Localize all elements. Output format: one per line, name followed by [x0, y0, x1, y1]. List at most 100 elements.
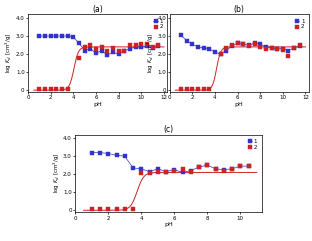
2	[264, 47, 268, 50]
1	[117, 53, 120, 56]
1	[98, 151, 102, 154]
1	[55, 35, 58, 38]
2	[219, 53, 222, 56]
2	[214, 167, 217, 170]
1	[202, 46, 205, 49]
1	[246, 165, 250, 167]
1	[139, 167, 143, 170]
2	[156, 44, 160, 47]
Line: 1: 1	[179, 34, 301, 56]
1	[43, 35, 47, 38]
2	[117, 50, 120, 53]
2	[181, 167, 184, 170]
Title: (c): (c)	[163, 126, 173, 134]
2	[224, 46, 228, 49]
2	[106, 208, 110, 211]
1	[287, 49, 290, 52]
2	[55, 88, 58, 91]
2	[230, 44, 234, 47]
2	[247, 45, 251, 47]
1	[253, 42, 256, 45]
Title: (a): (a)	[92, 5, 103, 14]
2	[207, 88, 211, 91]
1	[197, 166, 201, 168]
1	[298, 45, 302, 47]
2	[98, 208, 102, 211]
1	[258, 43, 262, 46]
2	[49, 88, 53, 91]
1	[37, 35, 41, 38]
1	[66, 35, 70, 38]
2	[230, 167, 234, 170]
2	[196, 88, 200, 91]
1	[122, 49, 126, 52]
1	[264, 46, 268, 48]
1	[230, 45, 234, 47]
1	[185, 39, 188, 42]
1	[196, 46, 200, 48]
1	[224, 49, 228, 52]
1	[173, 168, 176, 171]
Legend: 1, 2: 1, 2	[152, 17, 164, 31]
2	[189, 170, 193, 173]
1	[222, 168, 226, 171]
2	[145, 43, 149, 46]
1	[49, 35, 53, 38]
X-axis label: pH: pH	[235, 102, 244, 107]
2	[139, 172, 143, 175]
2	[298, 44, 302, 47]
2	[287, 54, 290, 57]
1	[270, 46, 273, 49]
2	[236, 42, 239, 45]
2	[281, 48, 285, 51]
1	[106, 152, 110, 155]
2	[134, 44, 138, 47]
2	[275, 47, 279, 50]
1	[77, 42, 81, 45]
1	[247, 44, 251, 47]
X-axis label: pH: pH	[164, 222, 173, 227]
2	[37, 88, 41, 91]
1	[60, 35, 64, 38]
1	[134, 46, 138, 48]
2	[253, 43, 256, 46]
1	[123, 155, 127, 158]
1	[145, 45, 149, 47]
1	[83, 49, 86, 52]
1	[219, 53, 222, 56]
1	[292, 46, 296, 49]
1	[115, 154, 118, 157]
2	[66, 88, 70, 91]
2	[128, 44, 132, 47]
1	[164, 170, 168, 173]
Y-axis label: log $K_d$ [cm$^3$/g]: log $K_d$ [cm$^3$/g]	[4, 33, 14, 73]
1	[230, 167, 234, 170]
Y-axis label: log $K_d$ [cm$^3$/g]: log $K_d$ [cm$^3$/g]	[51, 153, 62, 194]
1	[281, 47, 285, 50]
Line: 2: 2	[38, 43, 160, 91]
1	[105, 54, 109, 56]
1	[181, 171, 184, 174]
1	[111, 51, 115, 54]
2	[222, 169, 226, 172]
2	[151, 46, 154, 48]
2	[122, 49, 126, 52]
2	[123, 208, 127, 211]
2	[241, 43, 245, 46]
2	[179, 88, 183, 91]
1	[189, 169, 193, 172]
2	[131, 208, 135, 211]
1	[238, 165, 242, 167]
2	[89, 44, 92, 47]
2	[83, 46, 86, 48]
Line: 1: 1	[90, 151, 250, 174]
1	[190, 43, 194, 46]
X-axis label: pH: pH	[93, 102, 102, 107]
2	[43, 88, 47, 91]
1	[241, 43, 245, 46]
2	[238, 165, 242, 167]
2	[77, 56, 81, 59]
1	[156, 45, 160, 47]
1	[94, 52, 98, 55]
1	[275, 47, 279, 50]
